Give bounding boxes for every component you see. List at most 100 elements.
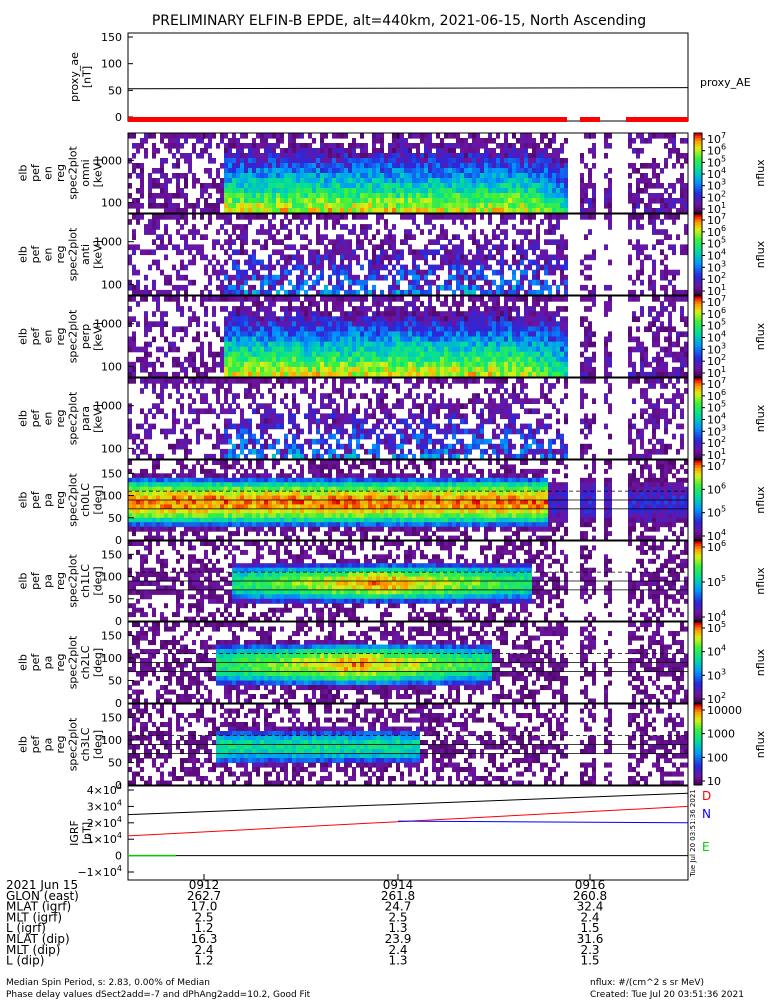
- heatmap-cell: [196, 378, 200, 384]
- heatmap-cell: [236, 193, 240, 199]
- heatmap-cell: [640, 173, 644, 179]
- heatmap-cell: [368, 178, 372, 184]
- heatmap-cell: [364, 306, 368, 312]
- heatmap-cell: [324, 418, 328, 425]
- heatmap-cell: [416, 203, 420, 209]
- heatmap-cell: [408, 301, 412, 307]
- heatmap-cell: [356, 274, 360, 281]
- heatmap-cell: [288, 279, 292, 286]
- heatmap-cell: [524, 366, 528, 373]
- heatmap-cell: [496, 198, 500, 204]
- heatmap-cell: [272, 193, 276, 199]
- heatmap-cell: [532, 326, 536, 333]
- heatmap-cell: [356, 259, 360, 266]
- heatmap-cell: [548, 351, 552, 358]
- heatmap-cell: [308, 178, 312, 184]
- heatmap-cell: [368, 321, 372, 327]
- heatmap-cell: [172, 296, 176, 302]
- heatmap-cell: [304, 208, 308, 214]
- heatmap-cell: [292, 133, 296, 139]
- heatmap-cell: [556, 341, 560, 348]
- heatmap-cell: [336, 264, 340, 271]
- heatmap-cell: [304, 383, 308, 389]
- heatmap-cell: [496, 289, 500, 296]
- heatmap-cell: [432, 341, 436, 348]
- heatmap-cell: [252, 408, 256, 415]
- heatmap-cell: [224, 341, 228, 348]
- heatmap-cell: [540, 168, 544, 174]
- heatmap-cell: [264, 311, 268, 317]
- heatmap-cell: [476, 163, 480, 169]
- heatmap-cell: [512, 208, 516, 214]
- heatmap-cell: [664, 371, 668, 378]
- heatmap-cell: [484, 148, 488, 154]
- ae-series-line: [127, 87, 689, 90]
- heatmap-cell: [664, 208, 668, 214]
- heatmap-cell: [588, 264, 592, 271]
- heatmap-cell: [132, 214, 136, 220]
- heatmap-cell: [500, 284, 504, 291]
- heatmap-cell: [312, 269, 316, 276]
- heatmap-cell: [516, 178, 520, 184]
- heatmap-cell: [488, 173, 492, 179]
- heatmap-cell: [324, 208, 328, 214]
- heatmap-cell: [308, 351, 312, 358]
- heatmap-cell: [556, 148, 560, 154]
- heatmap-cell: [304, 296, 308, 302]
- heatmap-cell: [416, 264, 420, 271]
- heatmap-cell: [232, 208, 236, 214]
- heatmap-cell: [528, 143, 532, 149]
- heatmap-cell: [552, 254, 556, 261]
- heatmap-cell: [548, 311, 552, 317]
- heatmap-cell: [344, 178, 348, 184]
- heatmap-cell: [432, 269, 436, 276]
- heatmap-cell: [240, 321, 244, 327]
- heatmap-cell: [440, 203, 444, 209]
- heatmap-cell: [160, 163, 164, 169]
- heatmap-cell: [336, 408, 340, 415]
- heatmap-cell: [252, 301, 256, 307]
- heatmap-cell: [312, 168, 316, 174]
- heatmap-cell: [476, 178, 480, 184]
- heatmap-cell: [128, 259, 132, 266]
- heatmap-cell: [148, 193, 152, 199]
- heatmap-cell: [272, 234, 276, 240]
- heatmap-cell: [508, 148, 512, 154]
- heatmap-cell: [420, 198, 424, 204]
- heatmap-cell: [252, 269, 256, 276]
- heatmap-cell: [500, 316, 504, 322]
- heatmap-cell: [312, 366, 316, 373]
- colorbar-cell: [694, 257, 702, 261]
- heatmap-cell: [468, 306, 472, 312]
- heatmap-cell: [400, 306, 404, 312]
- heatmap-cell: [428, 198, 432, 204]
- heatmap-cell: [492, 148, 496, 154]
- heatmap-cell: [472, 239, 476, 245]
- heatmap-cell: [312, 371, 316, 378]
- heatmap-cell: [272, 188, 276, 194]
- heatmap-cell: [396, 198, 400, 204]
- heatmap-cell: [368, 269, 372, 276]
- heatmap-cell: [212, 178, 216, 184]
- heatmap-cell: [628, 289, 632, 296]
- heatmap-cell: [472, 148, 476, 154]
- heatmap-cell: [272, 158, 276, 164]
- heatmap-cell: [204, 408, 208, 415]
- heatmap-cell: [280, 418, 284, 425]
- heatmap-cell: [556, 346, 560, 353]
- heatmap-cell: [244, 274, 248, 281]
- heatmap-cell: [500, 269, 504, 276]
- heatmap-cell: [528, 198, 532, 204]
- heatmap-cell: [548, 224, 552, 230]
- heatmap-cell: [328, 371, 332, 378]
- heatmap-cell: [248, 356, 252, 363]
- heatmap-cell: [288, 193, 292, 199]
- heatmap-cell: [320, 173, 324, 179]
- heatmap-cell: [472, 163, 476, 169]
- heatmap-cell: [392, 306, 396, 312]
- heatmap-cell: [336, 371, 340, 378]
- heatmap-cell: [680, 371, 684, 378]
- heatmap-cell: [400, 311, 404, 317]
- heatmap-cell: [404, 168, 408, 174]
- heatmap-cell: [512, 274, 516, 281]
